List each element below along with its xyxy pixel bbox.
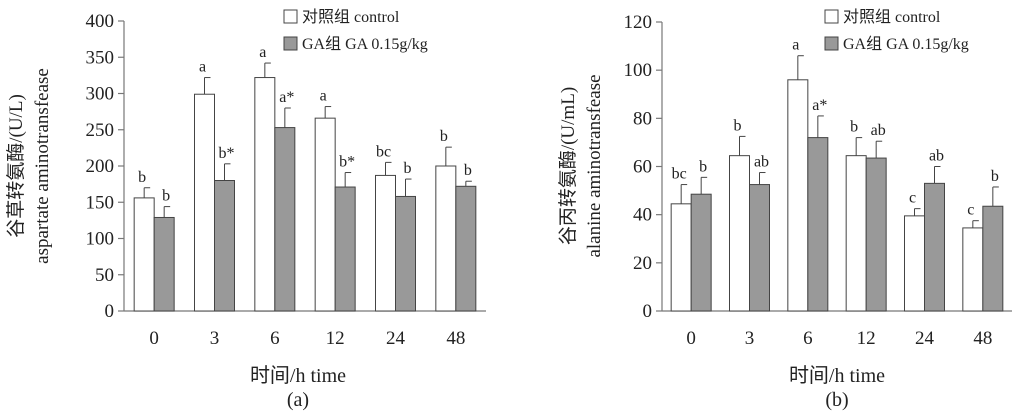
panel-a-bar-control	[194, 93, 215, 312]
panel-b-label: (b)	[825, 389, 848, 411]
panel-a-bar-ga	[334, 186, 356, 312]
panel-a-y-axis-title-en: aspartate aminotransfease	[32, 68, 53, 264]
panel-a-bar-control	[254, 77, 276, 312]
panel-b-legend-label-control: 对照组 control	[843, 8, 941, 26]
panel-a-sig-label: a	[199, 59, 206, 76]
panel-b-bar-control	[904, 215, 925, 312]
panel-a-y-tick-label: 150	[86, 192, 115, 213]
panel-b-bar-ga	[807, 137, 829, 312]
panel-a-bar-ga	[153, 216, 175, 312]
panel-b-sig-label: ab	[871, 122, 886, 139]
panel-b-sig-label: c	[967, 202, 974, 219]
panel-a-y-tick-label: 300	[86, 84, 115, 105]
panel-b-bar-control	[845, 155, 867, 312]
panel-b-x-tick-label: 48	[973, 328, 992, 349]
panel-b-x-tick-label: 24	[915, 328, 935, 349]
panel-b-x-tick-label: 6	[803, 328, 813, 349]
panel-a-y-tick-label: 100	[86, 229, 115, 250]
panel-a-x-tick-label: 6	[270, 328, 280, 349]
panel-a-sig-label: b	[138, 169, 146, 186]
panel-a-bar-ga	[214, 180, 235, 312]
panel-b-sig-label: b	[850, 119, 858, 136]
panel-b-y-tick-label: 100	[624, 60, 653, 81]
panel-b-sig-label: a	[792, 37, 799, 54]
panel-a-sig-label: b*	[339, 154, 355, 171]
panel-b-sig-label: ab	[754, 154, 769, 171]
panel-b-y-tick-label: 120	[624, 12, 653, 33]
panel-b-y-axis-title-en: alanine aminotransfease	[584, 74, 605, 257]
panel-a-x-axis-title: 时间/h time	[250, 364, 346, 387]
panel-b-sig-label: c	[909, 190, 916, 207]
panel-b-bar-ga	[690, 193, 712, 312]
panel-b-y-axis-title-zh: 谷丙转氨酶/(U/mL)	[557, 87, 579, 245]
panel-b-bar-ga	[865, 157, 887, 312]
panel-b-bar-control	[729, 155, 750, 312]
panel-b-sig-label: a*	[812, 97, 827, 114]
panel-a-y-tick-label: 350	[86, 47, 115, 68]
panel-b-y-tick-label: 20	[633, 253, 652, 274]
panel-a-y-tick-label: 400	[86, 11, 115, 32]
panel-a-y-tick-label: 50	[95, 265, 114, 286]
panel-a-x-tick-label: 3	[210, 328, 220, 349]
panel-b-legend-swatch-ga	[824, 36, 839, 51]
panel-a-legend-swatch-ga	[283, 36, 298, 51]
panel-b-x-tick-label: 0	[686, 328, 696, 349]
panel-b-bar-control	[962, 227, 984, 312]
panel-a-bar-control	[314, 117, 336, 312]
panel-b-y-tick-label: 80	[633, 108, 652, 129]
panel-b-x-tick-label: 3	[745, 328, 755, 349]
panel-b-x-axis-title: 时间/h time	[789, 364, 885, 387]
panel-a-sig-label: b	[162, 188, 170, 205]
panel-b-y-tick-label: 40	[633, 205, 652, 226]
panel-a-sig-label: b	[440, 128, 448, 145]
panel-a-y-tick-label: 0	[105, 301, 115, 322]
panel-a-legend-swatch-control	[283, 9, 298, 24]
panel-b-bar-control	[787, 79, 809, 312]
panel-a-y-tick-label: 250	[86, 120, 115, 141]
panel-b-legend-label-ga: GA组 GA 0.15g/kg	[843, 35, 969, 53]
panel-a-sig-label: a	[320, 88, 327, 105]
panel-a-y-tick-label: 200	[86, 156, 115, 177]
panel-b-y-tick-label: 60	[633, 157, 652, 178]
panel-a-sig-label: bc	[376, 143, 391, 160]
panel-a-sig-label: a	[259, 44, 266, 61]
panel-b-sig-label: b	[991, 168, 999, 185]
panel-a-y-axis-title-zh: 谷草转氨酶/(U/L)	[5, 94, 27, 238]
panel-a-bar-ga	[274, 127, 296, 312]
panel-a-bar-ga	[455, 185, 477, 312]
panel-b-legend-swatch-control	[824, 9, 839, 24]
panel-a-bar-ga	[395, 195, 416, 312]
panel-a-sig-label: b	[464, 162, 472, 179]
panel-a-x-tick-label: 24	[386, 328, 406, 349]
panel-b-x-tick-label: 12	[857, 328, 876, 349]
panel-b-bar-ga	[749, 184, 770, 312]
panel-a-bar-control	[133, 197, 155, 312]
panel-a-x-tick-label: 48	[446, 328, 465, 349]
panel-a-sig-label: a*	[279, 89, 294, 106]
panel-b-sig-label: bc	[672, 166, 687, 183]
panel-a-x-tick-label: 12	[326, 328, 345, 349]
panel-b-sig-label: b	[699, 158, 707, 175]
panel-a-sig-label: b*	[219, 145, 235, 162]
panel-a-sig-label: b	[404, 160, 412, 177]
panel-b-sig-label: ab	[929, 148, 944, 165]
panel-b-bar-control	[670, 203, 692, 312]
panel-b-sig-label: b	[734, 117, 742, 134]
panel-a-bar-control	[435, 165, 457, 312]
panel-a-legend-label-control: 对照组 control	[302, 8, 400, 26]
panel-a-label: (a)	[287, 389, 309, 411]
panel-b-bar-ga	[982, 205, 1004, 312]
panel-b-bar-ga	[924, 182, 945, 312]
panel-a-x-tick-label: 0	[149, 328, 159, 349]
panel-b-y-tick-label: 0	[643, 301, 653, 322]
panel-a-bar-control	[375, 174, 396, 312]
panel-a-legend-label-ga: GA组 GA 0.15g/kg	[302, 35, 428, 53]
